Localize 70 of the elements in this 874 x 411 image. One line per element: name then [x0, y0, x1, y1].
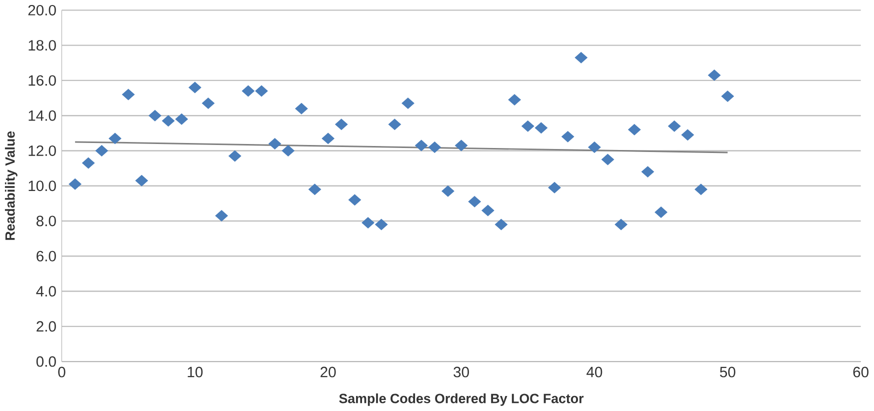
point: [562, 131, 574, 142]
point: [508, 94, 521, 106]
point: [268, 138, 282, 150]
point: [628, 124, 641, 136]
point: [242, 85, 255, 97]
y-tick-label: 12.0: [28, 146, 56, 156]
point: [375, 218, 388, 230]
point: [668, 120, 681, 132]
y-tick-label: 2.0: [36, 321, 56, 332]
point: [601, 154, 614, 166]
point: [588, 142, 601, 153]
point: [708, 70, 721, 81]
point: [402, 98, 414, 110]
y-tick-label: 6.0: [36, 250, 56, 262]
point: [308, 184, 322, 196]
x-tick-label: 30: [454, 366, 469, 378]
point: [335, 118, 348, 130]
point: [108, 132, 122, 144]
point: [494, 218, 508, 230]
point: [614, 218, 628, 230]
point: [681, 129, 694, 141]
x-tick-label: 10: [188, 366, 203, 378]
point: [534, 122, 548, 134]
y-tick-label: 0.0: [36, 356, 56, 367]
point: [694, 184, 708, 196]
point: [162, 115, 175, 127]
point: [442, 186, 454, 197]
point: [468, 196, 481, 208]
point: [482, 204, 494, 216]
point: [548, 182, 561, 194]
point: [228, 150, 242, 162]
point: [295, 103, 308, 114]
point: [282, 145, 294, 156]
point: [362, 217, 374, 228]
point: [202, 98, 215, 110]
y-tick-label: 10.0: [28, 180, 56, 192]
x-tick-label: 40: [586, 366, 602, 378]
point: [454, 140, 468, 152]
point: [574, 52, 588, 64]
y-tick-label: 4.0: [36, 286, 56, 297]
point: [95, 145, 108, 156]
point: [255, 85, 268, 97]
y-tick-label: 8.0: [36, 216, 56, 226]
point: [415, 140, 428, 152]
x-tick-label: 60: [853, 366, 868, 378]
x-axis-title: Sample Codes Ordered By LOC Factor: [339, 394, 584, 406]
y-tick-label: 18.0: [28, 40, 56, 51]
point: [641, 166, 654, 178]
y-tick-label: 20.0: [28, 5, 56, 16]
point: [68, 178, 82, 190]
x-tick-label: 20: [320, 366, 336, 378]
point: [721, 90, 734, 102]
point: [188, 82, 202, 94]
point: [654, 206, 668, 218]
point: [428, 142, 441, 153]
point: [175, 114, 188, 125]
x-tick-label: 50: [720, 366, 736, 378]
point: [122, 88, 135, 100]
point: [148, 110, 162, 122]
point: [322, 132, 334, 144]
point: [522, 120, 534, 132]
point: [388, 118, 401, 130]
x-tick-label: 0: [58, 366, 66, 378]
point: [82, 157, 95, 169]
point: [215, 210, 228, 222]
y-tick-label: 14.0: [28, 110, 56, 121]
point: [135, 175, 148, 186]
y-tick-label: 16.0: [28, 75, 56, 86]
point: [348, 194, 362, 206]
y-axis-title: Readability Value: [4, 131, 18, 240]
